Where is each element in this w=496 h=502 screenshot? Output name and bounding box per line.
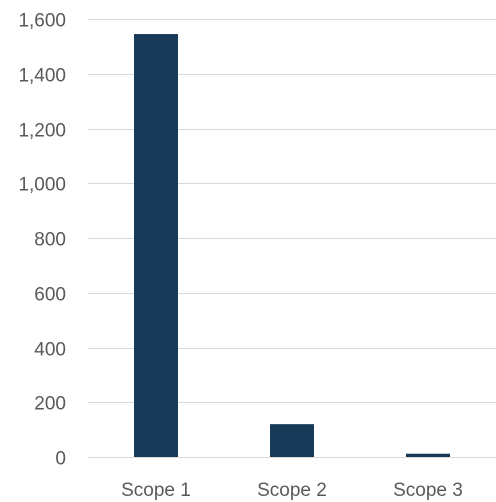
y-tick-label: 0: [55, 449, 66, 470]
x-tick-label: Scope 3: [393, 480, 463, 501]
y-tick-label: 1,600: [18, 11, 66, 32]
bar-scope-1: [134, 34, 178, 458]
y-tick-label: 1,000: [18, 175, 66, 196]
y-tick-label: 1,200: [18, 121, 66, 142]
x-axis-tick-labels: Scope 1 Scope 2 Scope 3: [121, 480, 463, 501]
x-tick-label: Scope 2: [257, 480, 327, 501]
y-axis-tick-labels: 0 200 400 600 800 1,000 1,200 1,400 1,600: [18, 11, 66, 470]
y-tick-label: 600: [34, 285, 66, 306]
y-tick-label: 1,400: [18, 66, 66, 87]
bar-scope-2: [270, 424, 314, 457]
y-tick-label: 400: [34, 340, 66, 361]
x-tick-label: Scope 1: [121, 480, 191, 501]
bars: [134, 34, 450, 458]
y-tick-label: 800: [34, 230, 66, 251]
y-tick-label: 200: [34, 394, 66, 415]
bar-scope-3: [406, 453, 450, 457]
